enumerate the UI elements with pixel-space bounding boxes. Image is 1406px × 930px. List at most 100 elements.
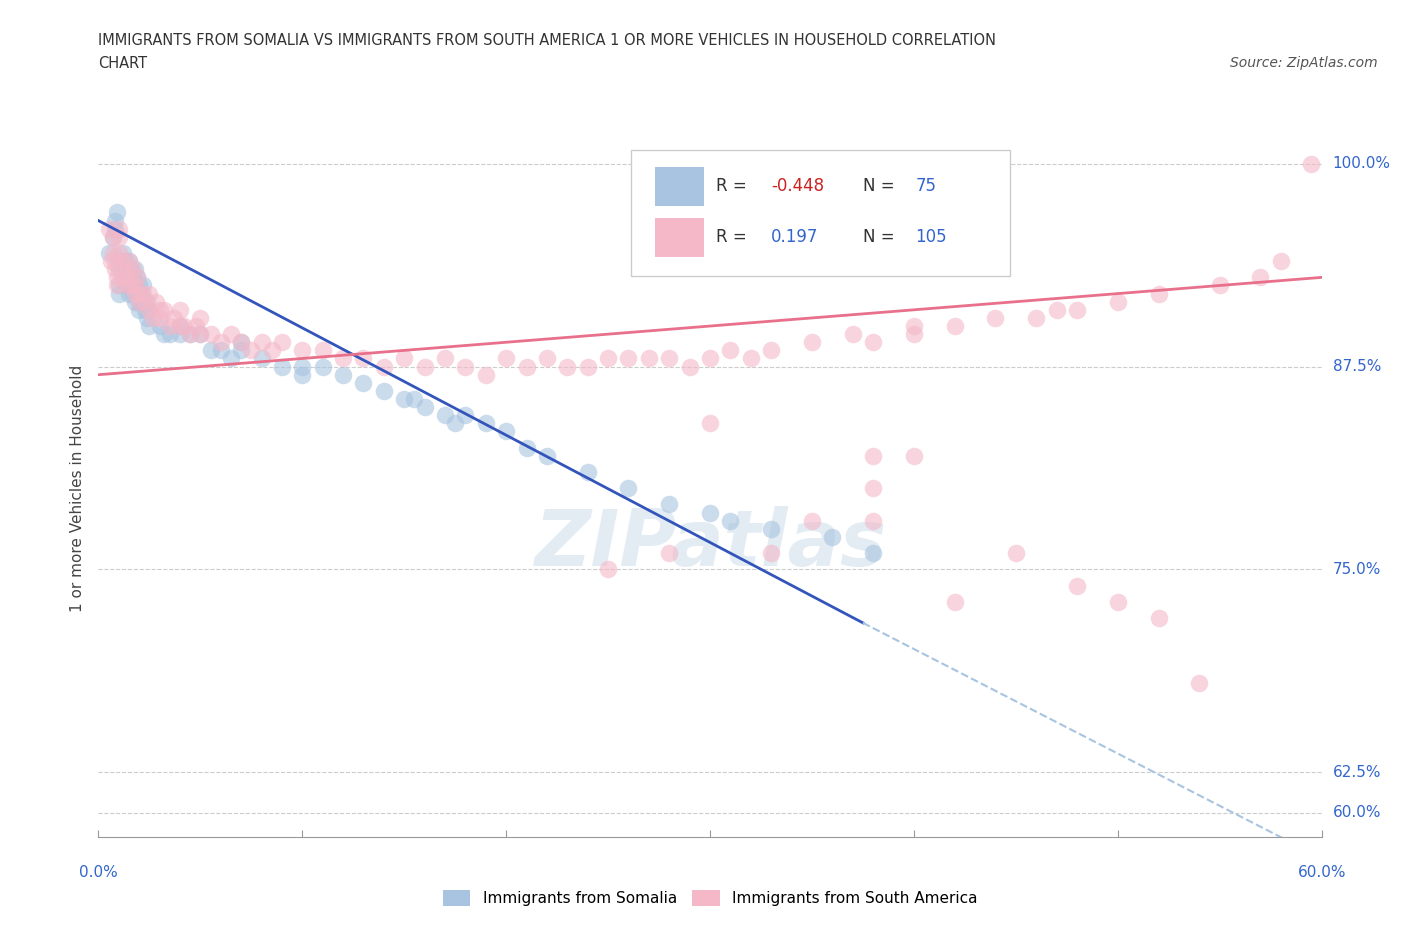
Point	[108, 262, 131, 277]
Point	[132, 294, 155, 309]
Point	[231, 335, 253, 350]
Point	[114, 262, 136, 277]
Text: 75.0%: 75.0%	[1333, 562, 1381, 577]
Point	[159, 319, 181, 334]
Point	[129, 286, 152, 301]
Point	[1188, 675, 1211, 690]
Point	[169, 319, 191, 334]
Text: Source: ZipAtlas.com: Source: ZipAtlas.com	[1230, 56, 1378, 70]
Point	[128, 294, 150, 309]
Point	[142, 311, 165, 325]
Point	[108, 230, 131, 245]
Point	[124, 294, 146, 309]
Point	[699, 351, 721, 365]
Point	[862, 335, 884, 350]
Legend: Immigrants from Somalia, Immigrants from South America: Immigrants from Somalia, Immigrants from…	[443, 890, 977, 906]
Text: 60.0%: 60.0%	[1333, 805, 1381, 820]
Point	[658, 546, 681, 561]
Point	[118, 254, 141, 269]
Point	[124, 286, 146, 301]
Point	[250, 335, 273, 350]
Point	[104, 221, 127, 236]
Point	[291, 359, 314, 374]
Point	[434, 351, 457, 365]
Point	[984, 311, 1007, 325]
Point	[188, 326, 212, 341]
Point	[209, 343, 232, 358]
Point	[444, 416, 467, 431]
Y-axis label: 1 or more Vehicles in Household: 1 or more Vehicles in Household	[70, 365, 86, 612]
Point	[163, 311, 186, 325]
Point	[104, 213, 127, 228]
Text: 87.5%: 87.5%	[1333, 359, 1381, 374]
Point	[454, 359, 477, 374]
Point	[291, 367, 314, 382]
Point	[841, 326, 863, 341]
Point	[862, 546, 884, 561]
Point	[352, 351, 374, 365]
Point	[138, 302, 160, 317]
Point	[111, 270, 134, 285]
Point	[127, 270, 149, 285]
Text: R =: R =	[716, 228, 752, 246]
Point	[108, 286, 131, 301]
Point	[169, 302, 191, 317]
Point	[1066, 578, 1088, 593]
Point	[200, 326, 222, 341]
Point	[516, 359, 538, 374]
Point	[138, 302, 160, 317]
Point	[413, 359, 436, 374]
Point	[598, 562, 620, 577]
Point	[120, 278, 142, 293]
Point	[699, 416, 721, 431]
Point	[111, 254, 134, 269]
FancyBboxPatch shape	[630, 150, 1010, 275]
Point	[1249, 270, 1271, 285]
Point	[516, 440, 538, 455]
Point	[250, 351, 273, 365]
Point	[761, 546, 783, 561]
Point	[270, 359, 294, 374]
Text: 105: 105	[915, 228, 948, 246]
Point	[576, 465, 599, 480]
Point	[114, 270, 136, 285]
Text: N =: N =	[863, 177, 900, 194]
Point	[1301, 156, 1323, 171]
Point	[122, 262, 145, 277]
Point	[740, 351, 762, 365]
Point	[114, 262, 136, 277]
Point	[120, 262, 142, 277]
Point	[115, 278, 138, 293]
Point	[617, 481, 640, 496]
Point	[1045, 302, 1069, 317]
Point	[801, 513, 824, 528]
Point	[169, 319, 191, 334]
Point	[352, 376, 374, 391]
Point	[152, 302, 174, 317]
Bar	[655, 167, 704, 206]
Point	[100, 254, 122, 269]
Point	[903, 319, 925, 334]
Point	[128, 294, 150, 309]
Point	[413, 400, 436, 415]
Point	[122, 286, 145, 301]
Point	[312, 343, 335, 358]
Point	[188, 311, 212, 325]
Point	[718, 343, 742, 358]
Point	[1147, 286, 1170, 301]
Point	[152, 326, 174, 341]
Point	[127, 286, 149, 301]
Point	[943, 594, 966, 609]
Point	[124, 278, 146, 293]
Point	[101, 230, 124, 245]
Point	[149, 311, 172, 325]
Point	[658, 497, 681, 512]
Point	[105, 205, 128, 219]
Point	[114, 254, 136, 269]
Point	[120, 278, 142, 293]
Point	[270, 335, 294, 350]
Point	[145, 294, 167, 309]
Point	[118, 254, 141, 269]
Point	[1066, 302, 1088, 317]
Point	[576, 359, 599, 374]
